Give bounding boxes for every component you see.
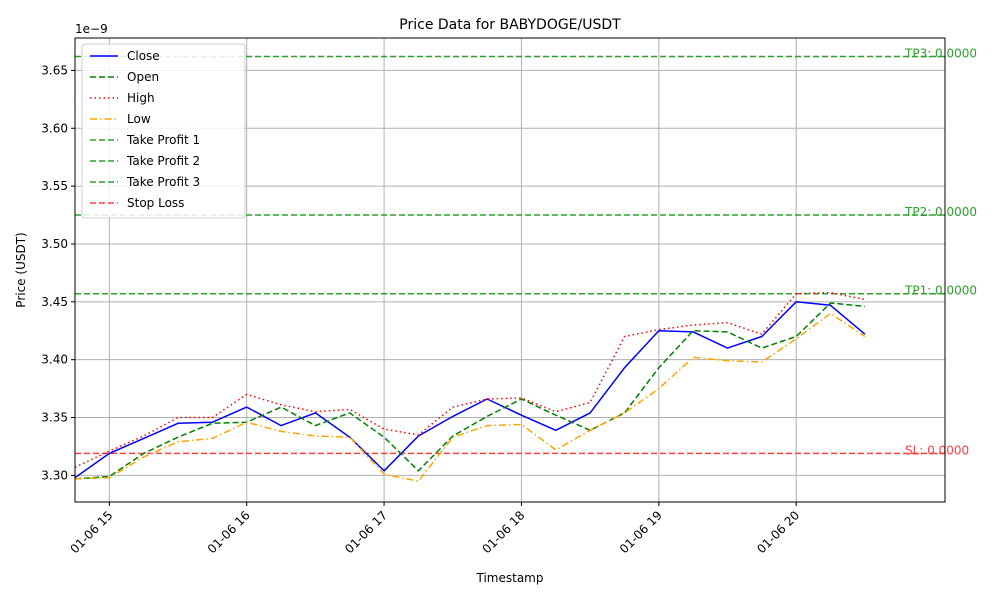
y-tick-label: 3.35 <box>41 411 68 425</box>
y-tick-label: 3.45 <box>41 295 68 309</box>
reference-line-label: SL: 0.0000 <box>905 443 969 457</box>
legend-label: Stop Loss <box>127 196 184 210</box>
legend-label: Close <box>127 49 160 63</box>
reference-line-label: TP3: 0.0000 <box>904 47 977 61</box>
y-tick-label: 3.60 <box>41 121 68 135</box>
legend-label: High <box>127 91 155 105</box>
series-line <box>74 302 865 480</box>
series-line <box>74 312 866 482</box>
legend-label: Take Profit 1 <box>126 133 200 147</box>
plot-frame <box>74 37 946 503</box>
series-line <box>74 301 866 479</box>
legend-label: Take Profit 3 <box>126 175 200 189</box>
legend-label: Open <box>127 70 159 84</box>
chart-title: Price Data for BABYDOGE/USDT <box>399 17 621 33</box>
y-tick-label: 3.65 <box>41 63 68 77</box>
y-axis-ticks: 3.30 3.35 3.40 3.45 3.50 3.55 3.60 3.65 <box>41 63 75 482</box>
y-tick-label: 3.30 <box>41 468 68 482</box>
reference-line-label: TP2: 0.0000 <box>904 205 977 219</box>
reference-line-label: TP1: 0.0000 <box>904 284 977 298</box>
y-offset-label: 1e−9 <box>75 22 108 36</box>
y-tick-label: 3.50 <box>41 237 68 251</box>
legend: Close Open High Low Take Profit 1 Take Profit… <box>81 43 246 219</box>
y-tick-label: 3.40 <box>41 353 68 367</box>
legend-label: Take Profit 2 <box>126 154 200 168</box>
reference-lines: TP1: 0.0000 TP2: 0.0000 TP3: 0.0000 SL: 0.0… <box>75 47 977 457</box>
legend-box <box>81 43 246 219</box>
y-tick-label: 3.55 <box>41 179 68 193</box>
y-axis-title: Price (USDT) <box>14 232 28 307</box>
legend-label: Low <box>127 112 151 126</box>
series-lines <box>74 291 866 482</box>
x-axis-title: Timestamp <box>476 571 544 585</box>
